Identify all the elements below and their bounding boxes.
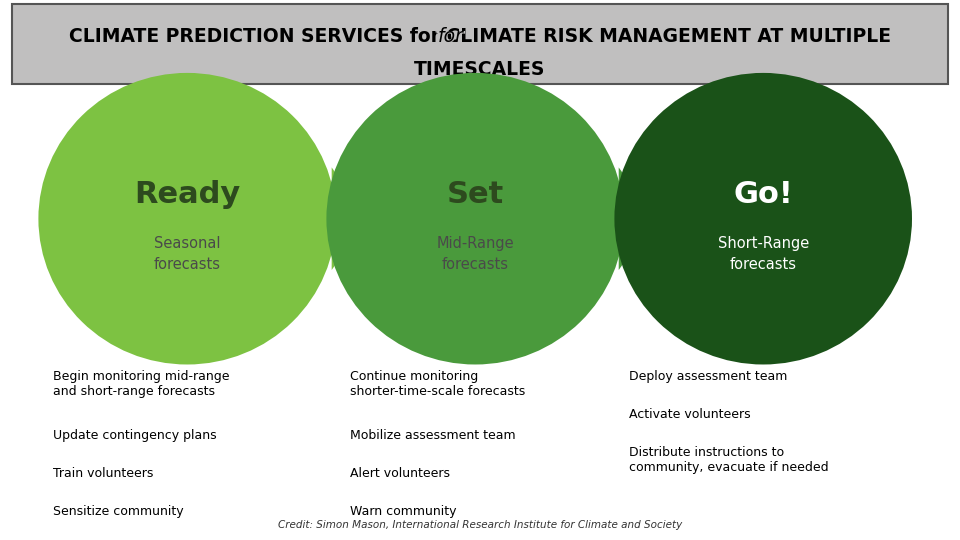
- Ellipse shape: [38, 73, 336, 364]
- Text: Ready: Ready: [134, 180, 240, 209]
- Ellipse shape: [326, 73, 624, 364]
- Text: Set: Set: [446, 180, 504, 209]
- Text: Warn community: Warn community: [350, 505, 457, 518]
- Text: Continue monitoring
shorter-time-scale forecasts: Continue monitoring shorter-time-scale f…: [350, 370, 526, 399]
- Text: Alert volunteers: Alert volunteers: [350, 467, 450, 480]
- Text: TIMESCALES: TIMESCALES: [415, 59, 545, 79]
- Text: CLIMATE PREDICTION SERVICES for CLIMATE RISK MANAGEMENT AT MULTIPLE: CLIMATE PREDICTION SERVICES for CLIMATE …: [69, 27, 891, 46]
- FancyBboxPatch shape: [12, 4, 948, 84]
- Text: Update contingency plans: Update contingency plans: [53, 429, 216, 442]
- Text: for: for: [438, 27, 464, 46]
- Text: for: for: [436, 27, 467, 46]
- Text: Go!: Go!: [733, 180, 793, 209]
- Text: Begin monitoring mid-range
and short-range forecasts: Begin monitoring mid-range and short-ran…: [53, 370, 229, 399]
- Text: Mobilize assessment team: Mobilize assessment team: [350, 429, 516, 442]
- Polygon shape: [296, 167, 368, 270]
- Text: Seasonal
forecasts: Seasonal forecasts: [154, 236, 221, 272]
- Text: Sensitize community: Sensitize community: [53, 505, 183, 518]
- Text: Distribute instructions to
community, evacuate if needed: Distribute instructions to community, ev…: [629, 446, 828, 474]
- Polygon shape: [584, 167, 655, 270]
- Ellipse shape: [614, 73, 912, 364]
- Text: Mid-Range
forecasts: Mid-Range forecasts: [437, 236, 514, 272]
- Text: Credit: Simon Mason, International Research Institute for Climate and Society: Credit: Simon Mason, International Resea…: [277, 520, 683, 530]
- Text: Short-Range
forecasts: Short-Range forecasts: [717, 236, 809, 272]
- Text: Deploy assessment team: Deploy assessment team: [629, 370, 787, 383]
- Text: Activate volunteers: Activate volunteers: [629, 408, 751, 421]
- Text: Train volunteers: Train volunteers: [53, 467, 154, 480]
